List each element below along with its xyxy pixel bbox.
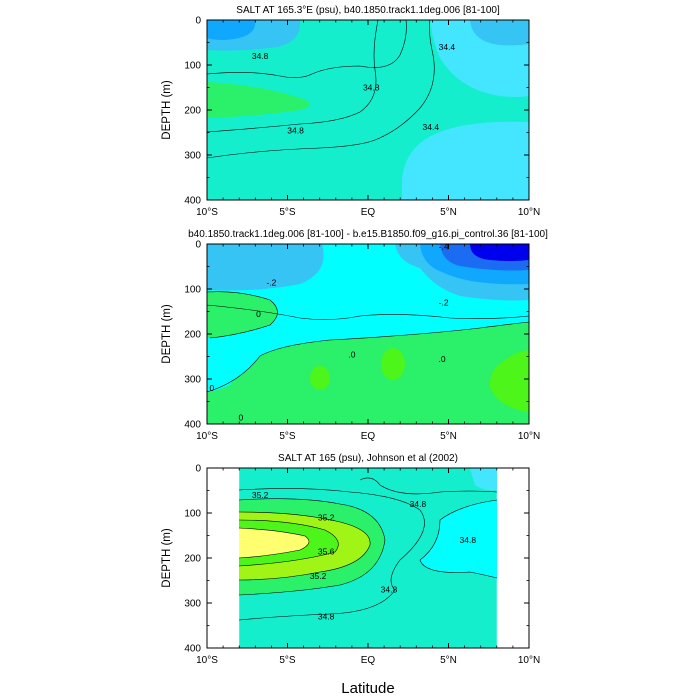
y-tick-label: 300 [184, 375, 201, 386]
y-tick-label: 200 [184, 330, 201, 341]
x-axis-label: Latitude [341, 680, 394, 697]
y-tick-label: 400 [184, 420, 201, 431]
contour-label: 34.4 [439, 42, 456, 52]
panel-1-fill-northeast-core [470, 20, 529, 46]
panel-2-contour-labels: -.2 -.4 -.2 0 .0 .0 0 0 [209, 241, 448, 422]
panel-3-y-label: DEPTH (m) [161, 528, 173, 588]
x-tick-label: EQ [361, 431, 376, 442]
x-tick-label: 10°N [518, 207, 540, 218]
panel-1-contour-west [207, 20, 407, 78]
panel-1-y-label: DEPTH (m) [161, 80, 173, 140]
y-tick-label: 0 [195, 464, 201, 475]
panel-3-contour-g [419, 499, 498, 579]
panel-3-contour-e [238, 488, 425, 621]
panel-2-fill-lime-east [489, 350, 529, 412]
contour-label: -.2 [266, 277, 276, 287]
panel-3-contour-f [359, 477, 498, 495]
contour-label: .0 [348, 349, 355, 359]
panel-3-fill-east-low [420, 500, 497, 578]
y-tick-label: 300 [184, 599, 201, 610]
panel-1-fill-east-low [402, 121, 529, 200]
panel-2-fill-green-lower [207, 322, 529, 424]
panel-1-plot-area [207, 20, 529, 200]
x-tick-label: 5°S [279, 431, 296, 442]
x-tick-label: 10°S [196, 655, 218, 666]
panel-1-contour-labels: 34.8 34.8 34.8 34.4 34.4 [252, 42, 456, 135]
panel-3: SALT AT 165 (psu), Johnson et al (2002) … [161, 453, 540, 666]
contour-label: 34.8 [460, 535, 477, 545]
y-tick-label: 400 [184, 196, 201, 207]
panel-3-axes: 10°S 5°S EQ 5°N 10°N 0 100 200 300 400 [184, 464, 540, 667]
contour-label: 34.4 [423, 122, 440, 132]
panel-3-contour-a [238, 498, 386, 596]
contour-label: 35.2 [252, 490, 269, 500]
x-tick-label: 10°N [518, 655, 540, 666]
panel-2-plot-area [207, 244, 529, 424]
panel-3-title: SALT AT 165 (psu), Johnson et al (2002) [278, 453, 458, 464]
y-tick-label: 200 [184, 554, 201, 565]
x-tick-label: 5°N [440, 207, 457, 218]
panel-2-fill-lime-blob-north [381, 348, 405, 380]
x-tick-label: 10°S [196, 431, 218, 442]
contour-label: 35.2 [318, 513, 335, 523]
contour-label: 34.8 [318, 612, 335, 622]
panel-3-fill-northeast-low [470, 468, 497, 491]
y-tick-label: 100 [184, 509, 201, 520]
panel-2-contour-upper-zero [207, 304, 529, 320]
y-tick-label: 400 [184, 644, 201, 655]
x-tick-label: 5°S [279, 207, 296, 218]
panel-1-axes: 10°S 5°S EQ 5°N 10°N 0 100 200 300 400 [184, 16, 540, 219]
x-tick-label: EQ [361, 655, 376, 666]
contour-label: 35.2 [310, 571, 327, 581]
panel-2-fill-deepblue-east [470, 244, 529, 261]
panel-1-contour-deep [207, 20, 435, 159]
panel-2-axes: 10°S 5°S EQ 5°N 10°N 0 100 200 300 400 [184, 240, 540, 443]
panel-3-contour-d [238, 527, 310, 559]
contour-label: 34.8 [287, 125, 304, 135]
y-tick-label: 100 [184, 61, 201, 72]
contour-label: -.2 [439, 298, 449, 308]
contour-label: 0 [256, 309, 261, 319]
y-tick-label: 0 [195, 16, 201, 27]
contour-label: 34.8 [252, 51, 269, 61]
panel-1-contour-mid [207, 20, 379, 133]
y-tick-label: 0 [195, 240, 201, 251]
panel-2-contour-west-zero [207, 291, 278, 339]
y-tick-label: 200 [184, 106, 201, 117]
panel-3-fill-yellow-core [239, 528, 309, 558]
x-tick-label: 5°S [279, 655, 296, 666]
panel-3-contour-c [238, 519, 339, 567]
panel-3-contour-b [238, 511, 371, 581]
panel-2-fill-green-west [207, 291, 278, 338]
contour-label: 0 [209, 383, 214, 393]
panel-2-fill-cyan-pocket [207, 346, 236, 392]
contour-label: 34.8 [410, 499, 427, 509]
panel-2-contour-main-zero [207, 321, 529, 393]
contour-label: 34.8 [381, 585, 398, 595]
contour-label: -.4 [439, 241, 449, 251]
contour-label: 35.6 [318, 546, 335, 556]
panel-3-contour-labels: 35.2 35.2 35.6 35.2 34.8 34.8 34.8 34.8 [252, 490, 477, 622]
panel-1-fill-green-tongue [207, 82, 310, 118]
panel-3-plot-area [207, 468, 529, 648]
x-tick-label: 10°N [518, 431, 540, 442]
contour-label: 34.8 [363, 83, 380, 93]
panel-1: SALT AT 165.3°E (psu), b40.1850.track1.1… [161, 5, 540, 218]
panel-2-fill-sky-west [207, 244, 324, 291]
x-tick-label: EQ [361, 207, 376, 218]
panel-1-title: SALT AT 165.3°E (psu), b40.1850.track1.1… [236, 5, 500, 16]
y-tick-label: 100 [184, 285, 201, 296]
x-tick-label: 10°S [196, 207, 218, 218]
panel-2-y-label: DEPTH (m) [161, 304, 173, 364]
x-tick-label: 5°N [440, 655, 457, 666]
panel-2: b40.1850.track1.1deg.006 [81-100] - b.e1… [161, 229, 548, 442]
panel-1-fill-south-core [207, 20, 256, 40]
panel-2-title: b40.1850.track1.1deg.006 [81-100] - b.e1… [188, 229, 548, 240]
y-tick-label: 300 [184, 151, 201, 162]
contour-label: .0 [439, 354, 446, 364]
x-tick-label: 5°N [440, 431, 457, 442]
contour-label: 0 [238, 412, 243, 422]
panel-2-fill-lime-blob-south [310, 366, 330, 390]
